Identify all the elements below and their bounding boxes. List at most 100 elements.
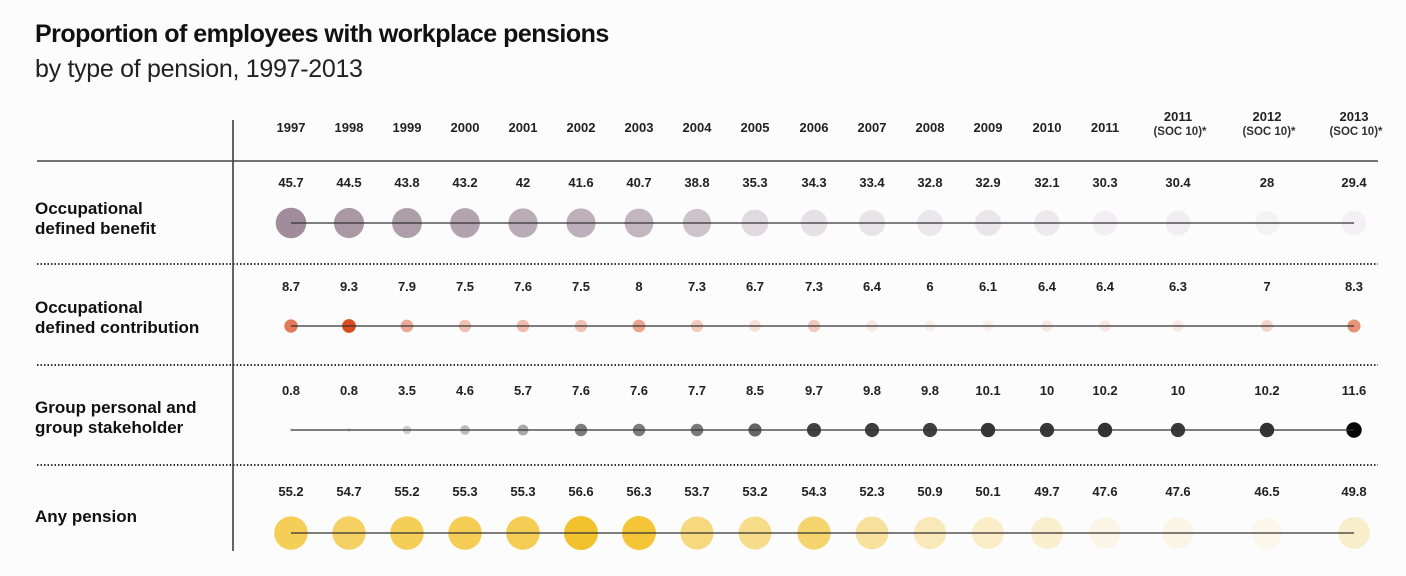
data-label: 56.3 [626, 484, 651, 499]
data-label: 50.1 [975, 484, 1000, 499]
data-label: 9.8 [921, 383, 939, 398]
column-year: 2005 [741, 120, 770, 135]
data-label: 6.1 [979, 279, 997, 294]
column-year: 1997 [277, 120, 306, 135]
row-label: defined benefit [35, 219, 156, 238]
data-label: 6 [926, 279, 933, 294]
data-label: 32.8 [917, 175, 942, 190]
data-label: 11.6 [1342, 383, 1367, 398]
data-label: 10 [1171, 383, 1185, 398]
chart-subtitle: by type of pension, 1997-2013 [35, 55, 363, 83]
data-label: 33.4 [859, 175, 885, 190]
column-year: 2007 [858, 120, 887, 135]
data-label: 7.6 [514, 279, 532, 294]
data-label: 5.7 [514, 383, 532, 398]
column-year: 1998 [335, 120, 364, 135]
column-note: (SOC 10)* [1242, 126, 1296, 138]
data-label: 7.7 [688, 383, 706, 398]
column-year: 2011 [1164, 109, 1192, 124]
data-label: 7.9 [398, 279, 416, 294]
data-label: 55.2 [394, 484, 419, 499]
data-label: 30.3 [1092, 175, 1117, 190]
row-label: Occupational [35, 199, 143, 218]
column-year: 2013 [1340, 109, 1369, 124]
data-label: 9.3 [340, 279, 358, 294]
series-row: Any pension 55.2 54.7 55.2 55.3 55.3 56.6 56.3 5… [35, 484, 1370, 550]
column-year: 2000 [451, 120, 480, 135]
column-year: 2009 [974, 120, 1003, 135]
data-label: 32.1 [1034, 175, 1059, 190]
data-label: 55.3 [510, 484, 535, 499]
data-label: 50.9 [917, 484, 942, 499]
data-label: 45.7 [278, 175, 303, 190]
data-label: 10.2 [1092, 383, 1117, 398]
data-label: 28 [1260, 175, 1274, 190]
row-label: group stakeholder [35, 418, 184, 437]
data-label: 7.5 [456, 279, 474, 294]
column-note: (SOC 10)* [1153, 126, 1207, 138]
data-label: 54.7 [336, 484, 361, 499]
data-label: 35.3 [742, 175, 767, 190]
data-label: 6.4 [863, 279, 882, 294]
data-label: 6.3 [1169, 279, 1187, 294]
data-label: 10.1 [975, 383, 1000, 398]
column-note: (SOC 10)* [1329, 126, 1383, 138]
data-label: 7 [1263, 279, 1270, 294]
data-label: 4.6 [456, 383, 474, 398]
data-label: 7.3 [688, 279, 706, 294]
data-label: 52.3 [859, 484, 884, 499]
data-label: 3.5 [398, 383, 416, 398]
data-label: 10.2 [1254, 383, 1279, 398]
data-label: 42 [516, 175, 530, 190]
data-label: 44.5 [336, 175, 361, 190]
data-label: 46.5 [1254, 484, 1279, 499]
data-label: 7.6 [572, 383, 590, 398]
data-label: 55.2 [278, 484, 303, 499]
data-label: 47.6 [1092, 484, 1117, 499]
data-label: 0.8 [340, 383, 358, 398]
column-year: 2004 [683, 120, 713, 135]
data-label: 8.7 [282, 279, 300, 294]
data-label: 41.6 [568, 175, 593, 190]
column-year: 2012 [1253, 109, 1282, 124]
row-label: defined contribution [35, 318, 199, 337]
column-year: 2011 [1091, 120, 1119, 135]
data-label: 10 [1040, 383, 1054, 398]
data-label: 32.9 [975, 175, 1000, 190]
data-label: 38.8 [684, 175, 709, 190]
row-label: Any pension [35, 507, 137, 526]
data-label: 43.8 [394, 175, 419, 190]
column-year: 2010 [1033, 120, 1062, 135]
row-label: Group personal and [35, 398, 197, 417]
column-year: 2006 [800, 120, 829, 135]
data-label: 53.2 [742, 484, 767, 499]
data-label: 53.7 [684, 484, 709, 499]
data-label: 47.6 [1165, 484, 1190, 499]
column-year: 2002 [567, 120, 596, 135]
data-label: 34.3 [801, 175, 826, 190]
column-year: 2008 [916, 120, 945, 135]
data-label: 9.8 [863, 383, 881, 398]
data-label: 54.3 [801, 484, 826, 499]
data-label: 7.3 [805, 279, 823, 294]
data-label: 9.7 [805, 383, 823, 398]
data-label: 6.4 [1096, 279, 1115, 294]
data-label: 55.3 [452, 484, 477, 499]
column-year: 1999 [393, 120, 422, 135]
row-label: Occupational [35, 298, 143, 317]
data-label: 40.7 [626, 175, 651, 190]
column-year: 2001 [509, 120, 538, 135]
chart-title: Proportion of employees with workplace p… [35, 20, 609, 48]
data-label: 6.7 [746, 279, 764, 294]
data-label: 43.2 [452, 175, 477, 190]
data-label: 49.7 [1034, 484, 1059, 499]
data-label: 29.4 [1341, 175, 1367, 190]
data-label: 0.8 [282, 383, 300, 398]
data-label: 8 [635, 279, 642, 294]
data-label: 7.6 [630, 383, 648, 398]
data-label: 6.4 [1038, 279, 1057, 294]
